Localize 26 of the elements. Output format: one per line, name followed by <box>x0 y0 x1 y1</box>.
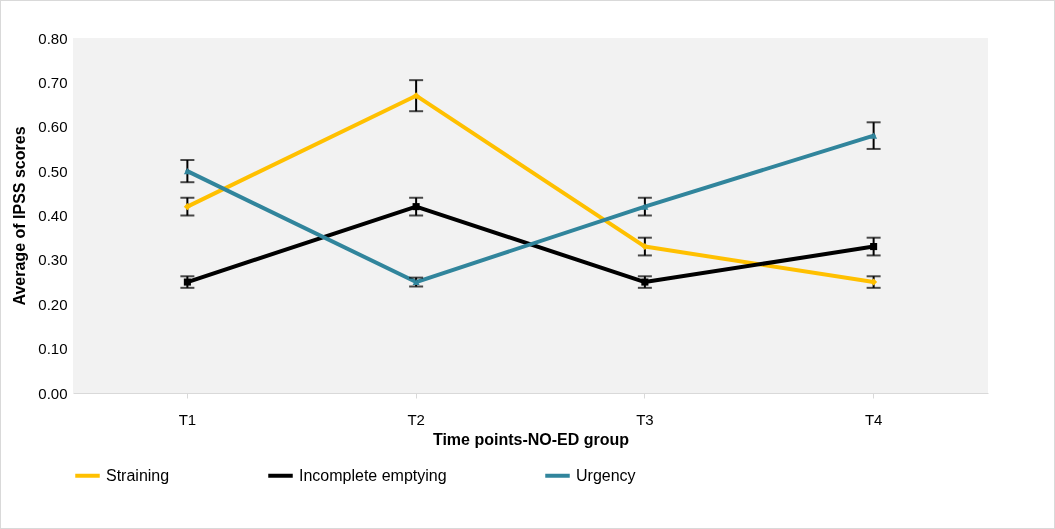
x-tick-label: T2 <box>407 410 425 428</box>
legend-label: Straining <box>106 466 170 484</box>
point <box>641 203 649 210</box>
y-tick-label: 0.70 <box>38 73 68 91</box>
point <box>183 203 191 211</box>
x-axis-title: Time points-NO-ED group <box>432 430 630 448</box>
line-series <box>183 132 878 286</box>
y-tick-label: 0.10 <box>38 340 68 358</box>
y-tick-label: 0.80 <box>38 29 68 47</box>
point <box>870 243 878 251</box>
y-tick-label: 0.00 <box>38 384 68 402</box>
y-axis-title: Average of IPSS scores <box>11 126 29 306</box>
y-tick-label: 0.60 <box>38 118 68 136</box>
y-tick-label: 0.20 <box>38 295 68 313</box>
point <box>870 132 878 139</box>
x-tick-label: T4 <box>864 410 883 428</box>
x-tick-label: T1 <box>178 410 197 428</box>
point <box>412 92 420 100</box>
legend-label: Urgency <box>576 466 636 484</box>
point <box>183 168 191 175</box>
y-tick-label: 0.40 <box>38 207 68 224</box>
legend-label: Incomplete emptying <box>299 466 447 484</box>
x-tick-label: T3 <box>636 410 654 428</box>
y-tick-label: 0.30 <box>38 251 68 269</box>
y-tick-label: 0.50 <box>38 162 68 180</box>
point <box>412 203 420 211</box>
